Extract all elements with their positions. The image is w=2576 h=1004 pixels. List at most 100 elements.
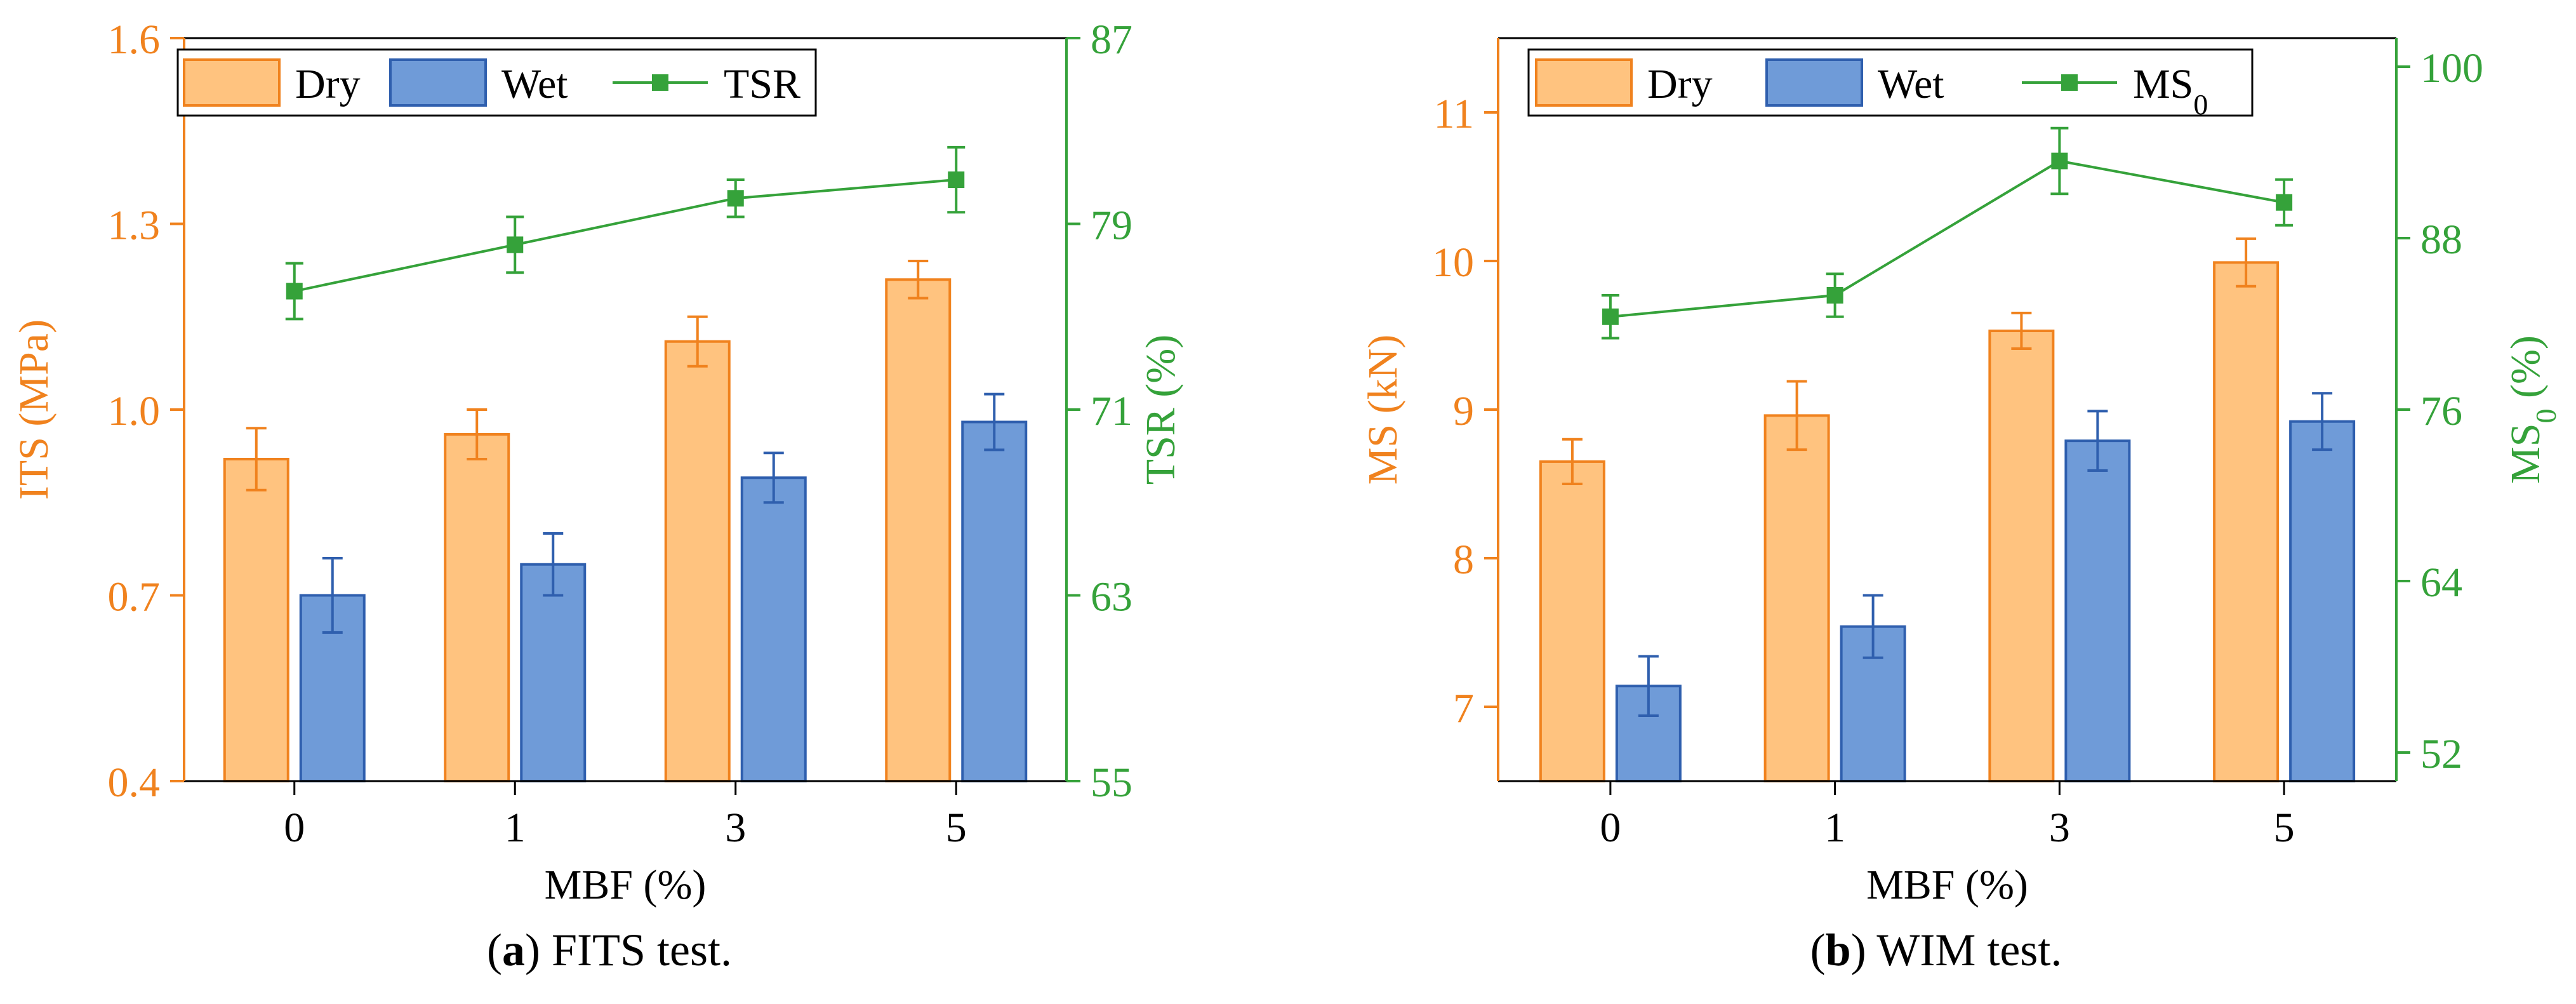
chart-panel-a: 0 1 3 5 MBF (%) 0.4 0.7 1.0 1.3 1.6 ITS (MPa) 55 63 7… bbox=[11, 17, 1184, 908]
line-point-5 bbox=[948, 171, 965, 189]
x-tick-label-1: 1 bbox=[1824, 805, 1845, 851]
bar-wet-3 bbox=[740, 476, 807, 782]
y-tick-label-left-0.4: 0.4 bbox=[108, 760, 161, 806]
y-tick-label-left-11: 11 bbox=[1433, 91, 1474, 137]
x-axis-label: MBF (%) bbox=[545, 862, 707, 908]
legend-line-marker bbox=[2061, 74, 2078, 91]
line-point-3 bbox=[727, 190, 744, 207]
line-point-3 bbox=[2051, 152, 2068, 170]
y-tick-label-left-1.3: 1.3 bbox=[108, 203, 161, 249]
bar-dry-0 bbox=[223, 458, 289, 782]
bar-dry-3 bbox=[664, 340, 731, 782]
caption-b: (b) WIM test. bbox=[1365, 924, 2507, 977]
errorbar-dry-5 bbox=[908, 260, 929, 300]
y-tick-label-left-1.0: 1.0 bbox=[108, 388, 161, 434]
y-tick-label-right-52: 52 bbox=[2420, 731, 2462, 777]
y-tick-label-right-88: 88 bbox=[2420, 217, 2462, 263]
errorbar-wet-5 bbox=[984, 392, 1005, 452]
bar-wet-5 bbox=[961, 420, 1028, 782]
legend-label-line: TSR bbox=[724, 61, 800, 107]
errorbar-wet-3 bbox=[2087, 410, 2108, 472]
bar-dry-1 bbox=[1763, 414, 1830, 782]
legend-label-dry: Dry bbox=[295, 61, 361, 107]
x-tick-label-0: 0 bbox=[284, 805, 305, 851]
errorbar-wet-1 bbox=[543, 532, 564, 597]
bar-dry-0 bbox=[1539, 460, 1605, 783]
legend-label-line: MS0 bbox=[2133, 61, 2208, 121]
errorbar-dry-3 bbox=[687, 315, 708, 368]
y-axis-label-right: TSR (%) bbox=[1138, 335, 1184, 485]
caption-b-label: b bbox=[1825, 925, 1851, 975]
legend-line-marker bbox=[652, 74, 668, 91]
line-point-1 bbox=[1826, 287, 1843, 304]
errorbar-wet-5 bbox=[2312, 392, 2333, 452]
bar-dry-5 bbox=[885, 278, 952, 782]
errorbar-wet-0 bbox=[1638, 655, 1659, 718]
y-tick-label-right-64: 64 bbox=[2420, 559, 2462, 606]
legend-swatch-wet bbox=[1765, 58, 1863, 107]
bar-dry-1 bbox=[444, 433, 510, 782]
caption-a-text: FITS test. bbox=[540, 925, 732, 975]
caption-a: (a) FITS test. bbox=[38, 924, 1181, 977]
y-tick-label-right-100: 100 bbox=[2420, 45, 2483, 91]
y-tick-label-left-7: 7 bbox=[1453, 685, 1474, 732]
caption-b-open: ( bbox=[1810, 925, 1826, 975]
y-tick-label-left-0.7: 0.7 bbox=[108, 574, 161, 620]
caption-a-open: ( bbox=[487, 925, 502, 975]
line-point-0 bbox=[286, 283, 303, 300]
bar-wet-1 bbox=[520, 563, 587, 782]
y-tick-label-right-55: 55 bbox=[1091, 760, 1132, 806]
y-axis-label-left: MS (kN) bbox=[1360, 335, 1406, 485]
caption-b-close: ) bbox=[1850, 925, 1866, 975]
x-tick-label-0: 0 bbox=[1600, 805, 1621, 851]
chart-panel-b: 0 1 3 5 MBF (%) 7 8 9 10 11 MS (kN) 52 64 76 88 100 MS0 … bbox=[1360, 37, 2562, 908]
y-tick-label-left-9: 9 bbox=[1453, 388, 1474, 434]
legend: Dry Wet MS0 bbox=[1527, 48, 2254, 121]
legend-box bbox=[176, 48, 817, 117]
legend: Dry Wet TSR bbox=[176, 48, 817, 117]
bar-dry-5 bbox=[2213, 261, 2280, 782]
errorbar-dry-0 bbox=[246, 427, 267, 492]
legend-swatch-dry bbox=[1535, 58, 1633, 107]
legend-label-wet: Wet bbox=[501, 61, 568, 107]
line-point-5 bbox=[2276, 194, 2293, 211]
errorbar-wet-3 bbox=[763, 452, 784, 504]
legend-swatch-wet bbox=[389, 58, 487, 107]
errorbar-dry-1 bbox=[467, 408, 488, 460]
y-axis-label-left: ITS (MPa) bbox=[11, 319, 57, 500]
bar-dry-3 bbox=[1988, 329, 2055, 782]
y-axis-label-right: MS0 (%) bbox=[2502, 335, 2562, 484]
caption-a-label: a bbox=[501, 925, 525, 975]
x-tick-label-3: 3 bbox=[725, 805, 746, 851]
errorbar-dry-5 bbox=[2236, 237, 2257, 288]
bar-wet-5 bbox=[2289, 420, 2356, 782]
y-tick-label-left-1.6: 1.6 bbox=[108, 17, 161, 63]
legend-label-wet: Wet bbox=[1878, 61, 1944, 107]
x-tick-label-3: 3 bbox=[2049, 805, 2070, 851]
y-tick-label-left-8: 8 bbox=[1453, 537, 1474, 583]
x-tick-label-5: 5 bbox=[2274, 805, 2295, 851]
errorbar-wet-0 bbox=[322, 557, 343, 634]
y-tick-label-right-63: 63 bbox=[1091, 574, 1132, 620]
line-point-1 bbox=[507, 236, 524, 253]
x-tick-label-5: 5 bbox=[946, 805, 967, 851]
errorbar-dry-0 bbox=[1562, 438, 1583, 485]
errorbar-dry-1 bbox=[1786, 380, 1807, 452]
legend-box bbox=[1527, 48, 2254, 117]
caption-a-close: ) bbox=[524, 925, 540, 975]
x-axis-label: MBF (%) bbox=[1866, 862, 2028, 908]
legend-label-dry: Dry bbox=[1647, 61, 1713, 107]
y-tick-label-right-87: 87 bbox=[1091, 17, 1132, 63]
x-tick-label-1: 1 bbox=[505, 805, 526, 851]
bar-wet-3 bbox=[2064, 439, 2131, 782]
y-tick-label-right-79: 79 bbox=[1091, 203, 1132, 249]
caption-b-text: WIM test. bbox=[1866, 925, 2062, 975]
legend-swatch-dry bbox=[183, 58, 281, 107]
y-tick-label-left-10: 10 bbox=[1432, 239, 1474, 286]
y-tick-label-right-71: 71 bbox=[1091, 388, 1132, 434]
errorbar-wet-1 bbox=[1862, 594, 1883, 659]
line-point-0 bbox=[1602, 308, 1619, 325]
line-series bbox=[1610, 159, 2285, 318]
errorbar-dry-3 bbox=[2011, 311, 2032, 351]
